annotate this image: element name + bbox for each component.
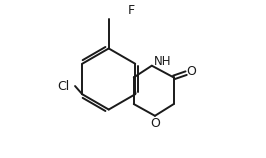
- Text: NH: NH: [153, 55, 171, 68]
- Text: F: F: [128, 4, 135, 17]
- Text: Cl: Cl: [57, 79, 69, 93]
- Polygon shape: [134, 77, 136, 94]
- Text: O: O: [150, 117, 160, 130]
- Text: O: O: [186, 65, 196, 78]
